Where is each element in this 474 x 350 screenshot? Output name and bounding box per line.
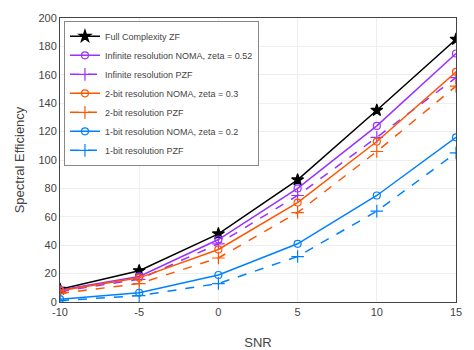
svg-text:2-bit resolution PZF: 2-bit resolution PZF — [105, 108, 184, 118]
svg-text:1-bit resolution PZF: 1-bit resolution PZF — [105, 146, 184, 156]
svg-text:-10: -10 — [52, 306, 68, 318]
svg-text:10: 10 — [371, 306, 383, 318]
svg-text:Infinite resolution NOMA, zeta: Infinite resolution NOMA, zeta = 0.52 — [105, 51, 252, 61]
svg-text:20: 20 — [45, 267, 57, 279]
svg-text:80: 80 — [45, 182, 57, 194]
svg-text:SNR: SNR — [244, 335, 271, 350]
svg-text:15: 15 — [450, 306, 462, 318]
svg-text:100: 100 — [38, 154, 56, 166]
svg-text:2-bit resolution NOMA, zeta =: 2-bit resolution NOMA, zeta = 0.3 — [105, 89, 238, 99]
svg-text:140: 140 — [38, 97, 56, 109]
svg-text:5: 5 — [295, 306, 301, 318]
svg-text:Spectral Efficiency: Spectral Efficiency — [12, 106, 27, 213]
svg-text:0: 0 — [215, 306, 221, 318]
svg-text:120: 120 — [38, 125, 56, 137]
svg-text:-5: -5 — [134, 306, 144, 318]
svg-text:200: 200 — [38, 12, 56, 24]
svg-text:Full Complexity ZF: Full Complexity ZF — [105, 32, 181, 42]
svg-text:Infinite resolution PZF: Infinite resolution PZF — [105, 70, 193, 80]
svg-text:60: 60 — [45, 211, 57, 223]
svg-text:180: 180 — [38, 40, 56, 52]
svg-text:40: 40 — [45, 239, 57, 251]
svg-text:0: 0 — [51, 296, 57, 308]
svg-text:1-bit resolution NOMA, zeta =: 1-bit resolution NOMA, zeta = 0.2 — [105, 127, 238, 137]
svg-text:160: 160 — [38, 69, 56, 81]
